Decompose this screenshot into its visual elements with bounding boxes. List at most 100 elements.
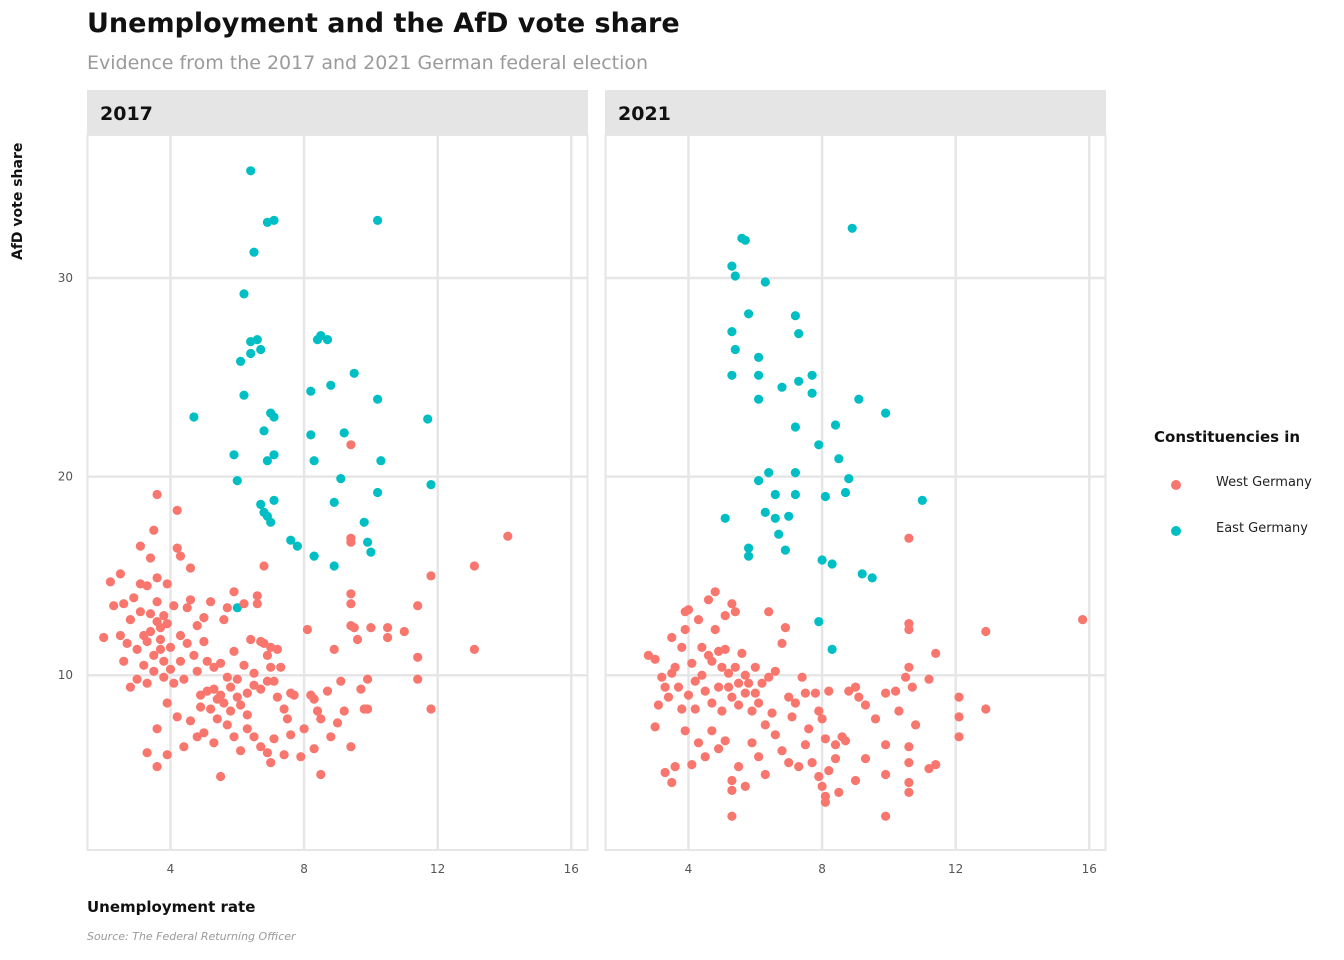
point-west [219, 615, 229, 625]
point-east [867, 573, 877, 583]
point-east [329, 561, 339, 571]
point-east [236, 356, 246, 366]
point-east [269, 495, 279, 505]
point-east [373, 487, 383, 498]
point-west [246, 634, 256, 645]
point-west [266, 758, 276, 768]
point-west [734, 678, 744, 688]
point-west [262, 676, 272, 686]
point-west [356, 684, 366, 694]
point-east [790, 489, 801, 500]
point-west [727, 785, 737, 796]
point-west [670, 762, 680, 772]
point-east [780, 545, 791, 555]
point-west [142, 636, 152, 647]
point-west [677, 704, 687, 714]
point-west [309, 744, 319, 754]
panel-strip-2021 [605, 90, 1106, 135]
point-west [155, 634, 166, 645]
point-west [229, 646, 239, 657]
x-tick-label: 8 [300, 862, 308, 876]
point-west [256, 684, 266, 694]
point-west [717, 706, 727, 716]
point-east [232, 603, 242, 613]
point-west [115, 569, 125, 579]
legend-key-east [1171, 526, 1181, 536]
point-west [236, 700, 246, 710]
point-east [306, 386, 316, 396]
point-west [169, 678, 179, 688]
point-west [236, 746, 246, 756]
point-west [252, 599, 262, 609]
point-west [820, 797, 831, 807]
point-west [503, 531, 513, 541]
point-west [860, 754, 871, 764]
point-west [740, 670, 750, 680]
point-east [269, 450, 279, 460]
point-west [697, 670, 707, 680]
point-west [349, 623, 359, 633]
point-west [707, 698, 717, 708]
point-west [232, 692, 242, 702]
point-east [814, 617, 824, 627]
point-east [917, 495, 927, 505]
point-west [794, 762, 804, 772]
point-west [152, 489, 162, 500]
point-west [282, 714, 292, 724]
point-west [363, 704, 373, 714]
point-west [730, 662, 740, 672]
point-west [262, 748, 272, 758]
point-east [259, 426, 269, 436]
point-west [259, 561, 269, 571]
point-west [346, 440, 356, 450]
point-west [924, 674, 934, 684]
point-west [199, 613, 209, 623]
point-west [643, 650, 654, 661]
point-east [373, 394, 383, 404]
x-axis-label: Unemployment rate [87, 898, 256, 916]
point-west [309, 694, 319, 704]
point-west [814, 706, 824, 716]
point-west [336, 676, 346, 686]
point-west [155, 623, 166, 633]
point-west [169, 601, 179, 611]
point-west [289, 690, 299, 700]
point-west [122, 638, 132, 649]
point-east [740, 235, 750, 245]
point-west [175, 551, 186, 561]
point-west [1078, 615, 1088, 625]
point-west [780, 623, 791, 633]
legend-label-east: East Germany [1216, 521, 1308, 536]
point-west [834, 787, 844, 798]
point-east [807, 388, 817, 398]
point-west [242, 710, 252, 720]
point-west [272, 644, 282, 655]
point-west [399, 626, 409, 637]
point-west [159, 656, 169, 666]
point-east [329, 497, 339, 507]
point-east [754, 476, 764, 486]
point-west [115, 630, 125, 641]
point-west [730, 607, 740, 617]
point-east [252, 335, 262, 345]
point-west [697, 642, 707, 653]
point-west [159, 672, 169, 682]
point-east [820, 491, 831, 502]
point-west [814, 771, 824, 782]
point-east [256, 344, 266, 355]
point-west [172, 543, 182, 553]
point-east [246, 348, 256, 359]
point-east [373, 215, 383, 225]
point-west [149, 666, 159, 676]
point-west [881, 740, 891, 750]
point-west [426, 571, 436, 581]
point-east [262, 456, 272, 466]
point-west [125, 615, 135, 625]
point-west [750, 688, 760, 698]
point-west [162, 698, 172, 708]
point-west [229, 732, 239, 742]
point-west [206, 704, 216, 714]
point-west [209, 662, 219, 672]
point-east [269, 215, 279, 225]
point-east [827, 559, 837, 569]
